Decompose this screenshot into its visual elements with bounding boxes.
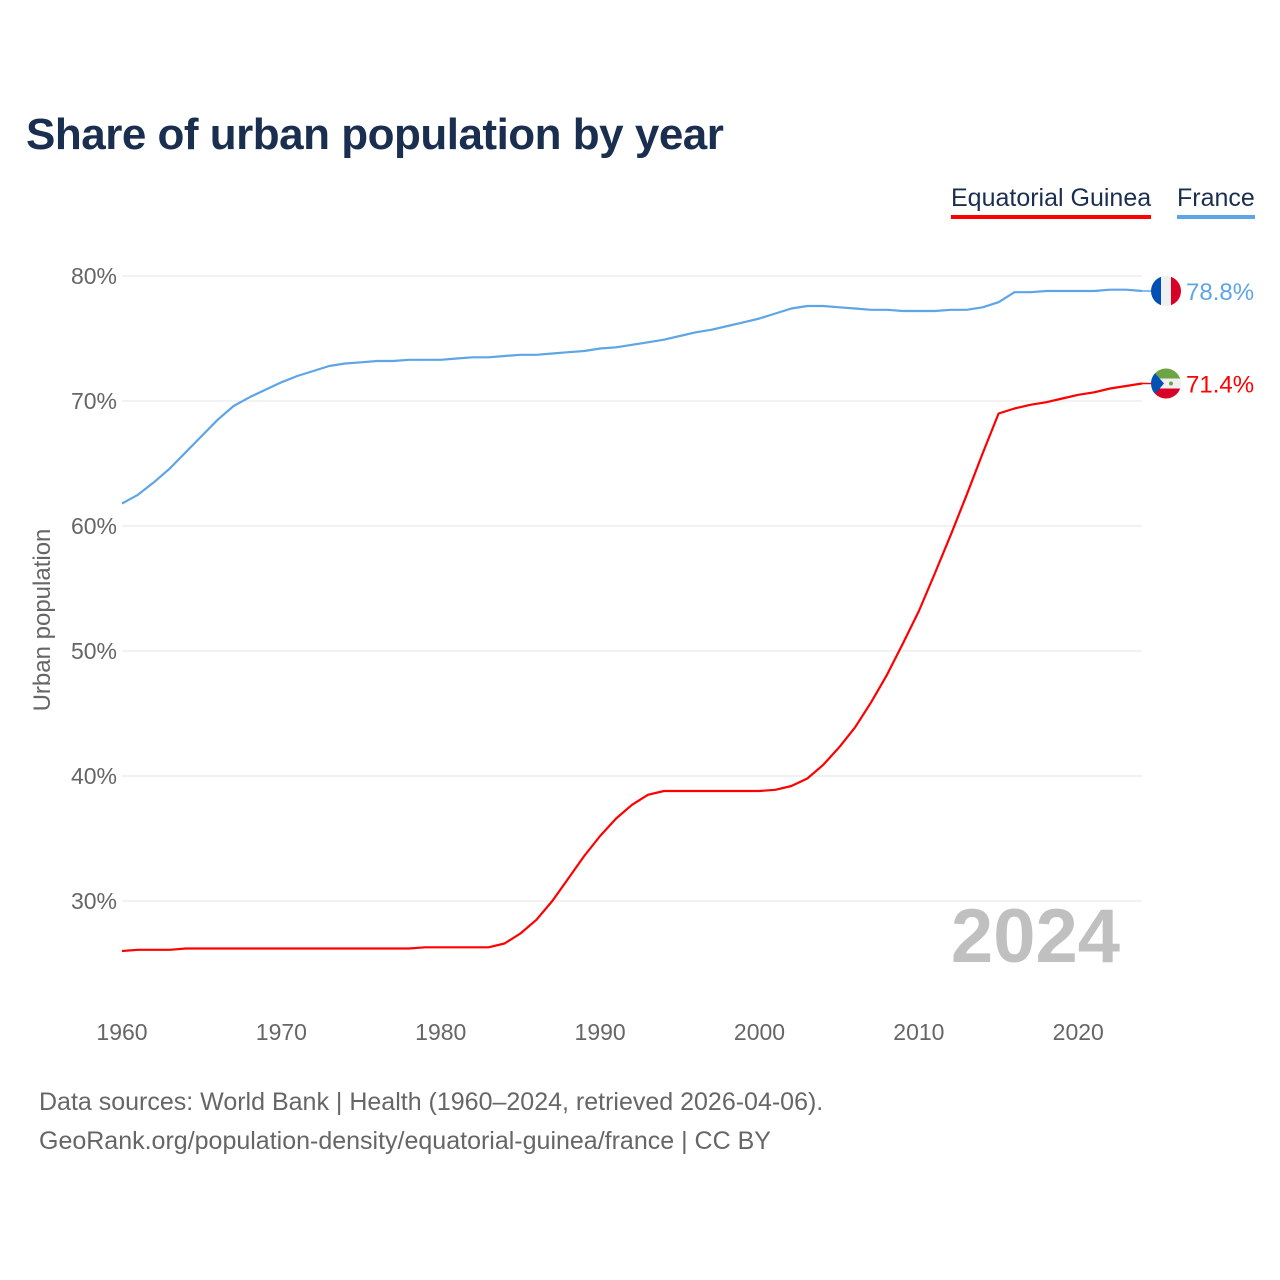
legend-item-equatorial-guinea[interactable]: Equatorial Guinea bbox=[951, 184, 1152, 219]
end-value-label: 78.8% bbox=[1186, 279, 1254, 306]
x-tick-label: 1970 bbox=[256, 1019, 307, 1045]
footer-credit[interactable]: GeoRank.org/population-density/equatoria… bbox=[39, 1127, 771, 1155]
year-watermark: 2024 bbox=[951, 894, 1120, 979]
y-tick-label: 40% bbox=[71, 763, 117, 789]
flag-emblem bbox=[1169, 381, 1173, 386]
legend-item-france[interactable]: France bbox=[1177, 184, 1255, 219]
footer-sources: Data sources: World Bank | Health (1960–… bbox=[39, 1088, 824, 1116]
x-tick-label: 1980 bbox=[415, 1019, 466, 1045]
flag-stripe bbox=[1161, 276, 1171, 306]
flag-stripe bbox=[1151, 276, 1161, 306]
x-tick-label: 1990 bbox=[575, 1019, 626, 1045]
x-tick-label: 2020 bbox=[1053, 1019, 1104, 1045]
series-line-equatorial-guinea bbox=[121, 382, 1143, 953]
x-tick-label: 2010 bbox=[893, 1019, 944, 1045]
flag-body bbox=[1151, 368, 1181, 399]
x-tick-label: 2000 bbox=[734, 1019, 785, 1045]
y-tick-label: 70% bbox=[71, 388, 117, 414]
y-tick-label: 60% bbox=[71, 513, 117, 539]
y-tick-label: 80% bbox=[71, 263, 117, 289]
flag-triangle bbox=[1151, 368, 1164, 399]
flag-stripe bbox=[1151, 388, 1181, 399]
flag-stripe bbox=[1151, 368, 1181, 379]
x-tick-label: 1960 bbox=[96, 1019, 147, 1045]
flag-stripe bbox=[1171, 276, 1181, 306]
flag-body bbox=[1151, 276, 1181, 306]
france-flag-icon bbox=[1151, 276, 1181, 306]
equatorial-guinea-flag-icon bbox=[1151, 368, 1181, 399]
flag-stripe bbox=[1151, 378, 1181, 389]
y-tick-label: 50% bbox=[71, 638, 117, 664]
y-axis-label: Urban population bbox=[29, 529, 56, 712]
chart-title: Share of urban population by year bbox=[26, 110, 724, 159]
y-tick-label: 30% bbox=[71, 888, 117, 914]
series-line-france bbox=[121, 288, 1143, 505]
end-value-label: 71.4% bbox=[1186, 372, 1254, 399]
